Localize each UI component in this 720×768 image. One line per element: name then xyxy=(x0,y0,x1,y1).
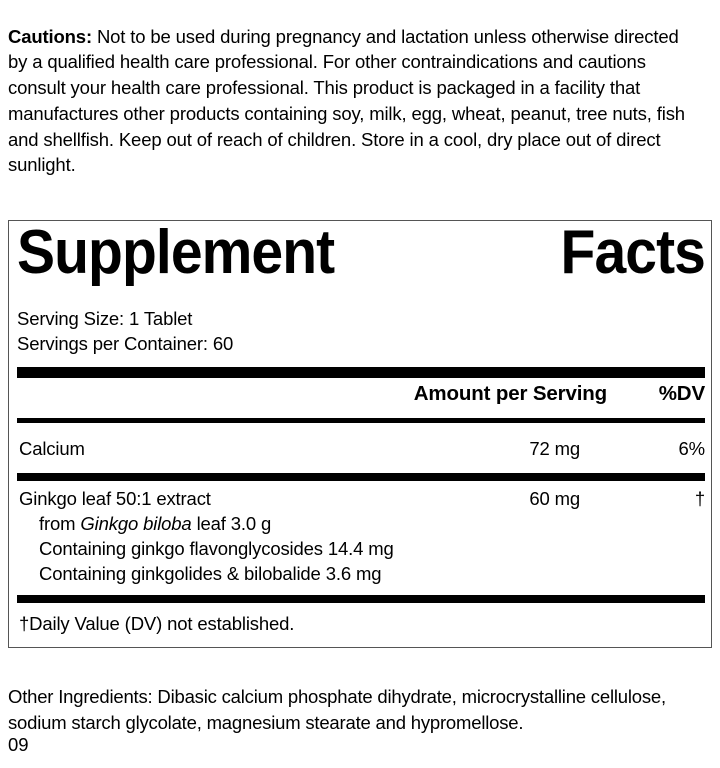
rule-below-ingredients xyxy=(17,595,705,603)
rule-above-header xyxy=(17,367,705,378)
cautions-label: Cautions: xyxy=(8,25,92,47)
nutrient-dv: † xyxy=(694,488,705,509)
sub-suffix: leaf 3.0 g xyxy=(191,513,272,534)
cautions-text: Not to be used during pregnancy and lact… xyxy=(8,25,685,176)
dv-header: %DV xyxy=(658,382,705,405)
sub-ingredient-line: Containing ginkgo flavonglycosides 14.4 … xyxy=(39,536,394,561)
rule-below-calcium xyxy=(17,473,705,481)
nutrient-name: Ginkgo leaf 50:1 extract xyxy=(19,488,211,509)
sub-ingredient-line: Containing ginkgolides & bilobalide 3.6 … xyxy=(39,561,382,586)
sub-prefix: Containing ginkgo flavonglycosides 14.4 … xyxy=(39,538,394,559)
rule-below-header xyxy=(17,418,705,423)
nutrient-name: Calcium xyxy=(19,438,85,459)
servings-per-container: Servings per Container: 60 xyxy=(17,333,234,354)
sub-prefix: Containing ginkgolides & bilobalide 3.6 … xyxy=(39,563,382,584)
botanical-name: Ginkgo biloba xyxy=(80,513,192,534)
amount-per-serving-header: Amount per Serving xyxy=(413,382,607,405)
supplement-facts-title: Supplement Facts xyxy=(17,218,706,287)
nutrient-amount: 72 mg xyxy=(529,438,580,459)
nutrient-dv: 6% xyxy=(678,438,706,459)
supplement-facts-inner: Supplement Facts Serving Size: 1 Tablet … xyxy=(17,218,706,647)
title-word-supplement: Supplement xyxy=(17,218,335,287)
serving-size: Serving Size: 1 Tablet xyxy=(17,308,193,329)
cautions-paragraph: Cautions: Not to be used during pregnanc… xyxy=(8,24,702,179)
daily-value-footnote: †Daily Value (DV) not established. xyxy=(19,613,295,634)
title-word-facts: Facts xyxy=(560,218,706,287)
serving-info: Serving Size: 1 Tablet Servings per Cont… xyxy=(17,306,233,356)
revision-code: 09 xyxy=(8,734,29,755)
nutrient-amount: 60 mg xyxy=(529,488,580,509)
other-ingredients-text: Other Ingredients: Dibasic calcium phosp… xyxy=(8,685,666,733)
supplement-facts-panel: Supplement Facts Serving Size: 1 Tablet … xyxy=(8,220,712,648)
sub-prefix: from xyxy=(39,513,81,534)
sub-ingredient-line: from Ginkgo biloba leaf 3.0 g xyxy=(39,511,271,536)
